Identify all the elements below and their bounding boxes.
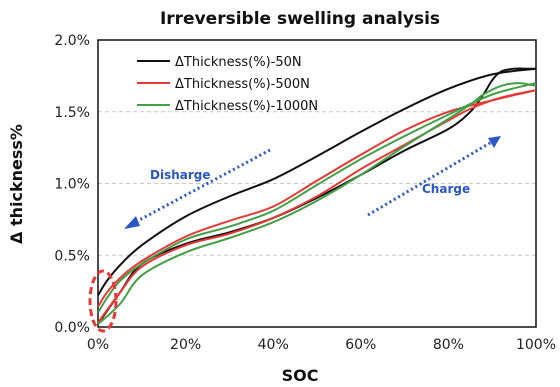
x-tick-label: 80% [433, 337, 464, 353]
x-tick-label: 100% [516, 337, 556, 353]
annotations-layer: Disharge Charge [88, 136, 501, 333]
x-tick-label: 20% [170, 337, 201, 353]
x-tick-label: 60% [345, 337, 376, 353]
y-tick-label: 0.0% [54, 320, 90, 336]
legend-label: ΔThickness(%)-50N [175, 55, 302, 70]
x-tick-labels: 0% 20% 40% 60% 80% 100% [87, 337, 556, 353]
discharge-arrowhead [124, 216, 140, 229]
y-tick-label: 1.5% [54, 105, 90, 121]
y-tick-label: 1.0% [54, 177, 90, 193]
y-tick-label: 0.5% [54, 248, 90, 264]
charge-arrow [367, 138, 496, 217]
series-1-discharge-line [97, 67, 537, 296]
legend: ΔThickness(%)-50N ΔThickness(%)-500N ΔThic… [137, 55, 318, 114]
y-axis-label: Δ thickness% [7, 124, 26, 244]
charge-arrowhead [488, 136, 501, 148]
series-1-charge-line [97, 67, 536, 325]
series-3-charge-line [97, 82, 537, 325]
series-3-discharge-line [97, 82, 537, 314]
origin-highlight-ellipse [88, 269, 118, 333]
discharge-arrow [129, 148, 271, 227]
legend-label: ΔThickness(%)-1000N [175, 99, 318, 114]
x-tick-label: 0% [87, 337, 109, 353]
plot-frame [97, 39, 537, 328]
series-layer [97, 67, 537, 325]
chart-title: Irreversible swelling analysis [160, 9, 440, 29]
charge-annotation: Charge [422, 182, 470, 196]
discharge-annotation: Disharge [150, 168, 211, 182]
x-axis-label: SOC [282, 366, 319, 385]
series-2-discharge-line [97, 89, 537, 308]
y-tick-labels: 0.0% 0.5% 1.0% 1.5% 2.0% [54, 33, 90, 336]
x-tick-label: 40% [258, 337, 289, 353]
y-tick-label: 2.0% [54, 33, 90, 49]
grid-layer [98, 111, 536, 256]
legend-label: ΔThickness(%)-500N [175, 77, 310, 92]
